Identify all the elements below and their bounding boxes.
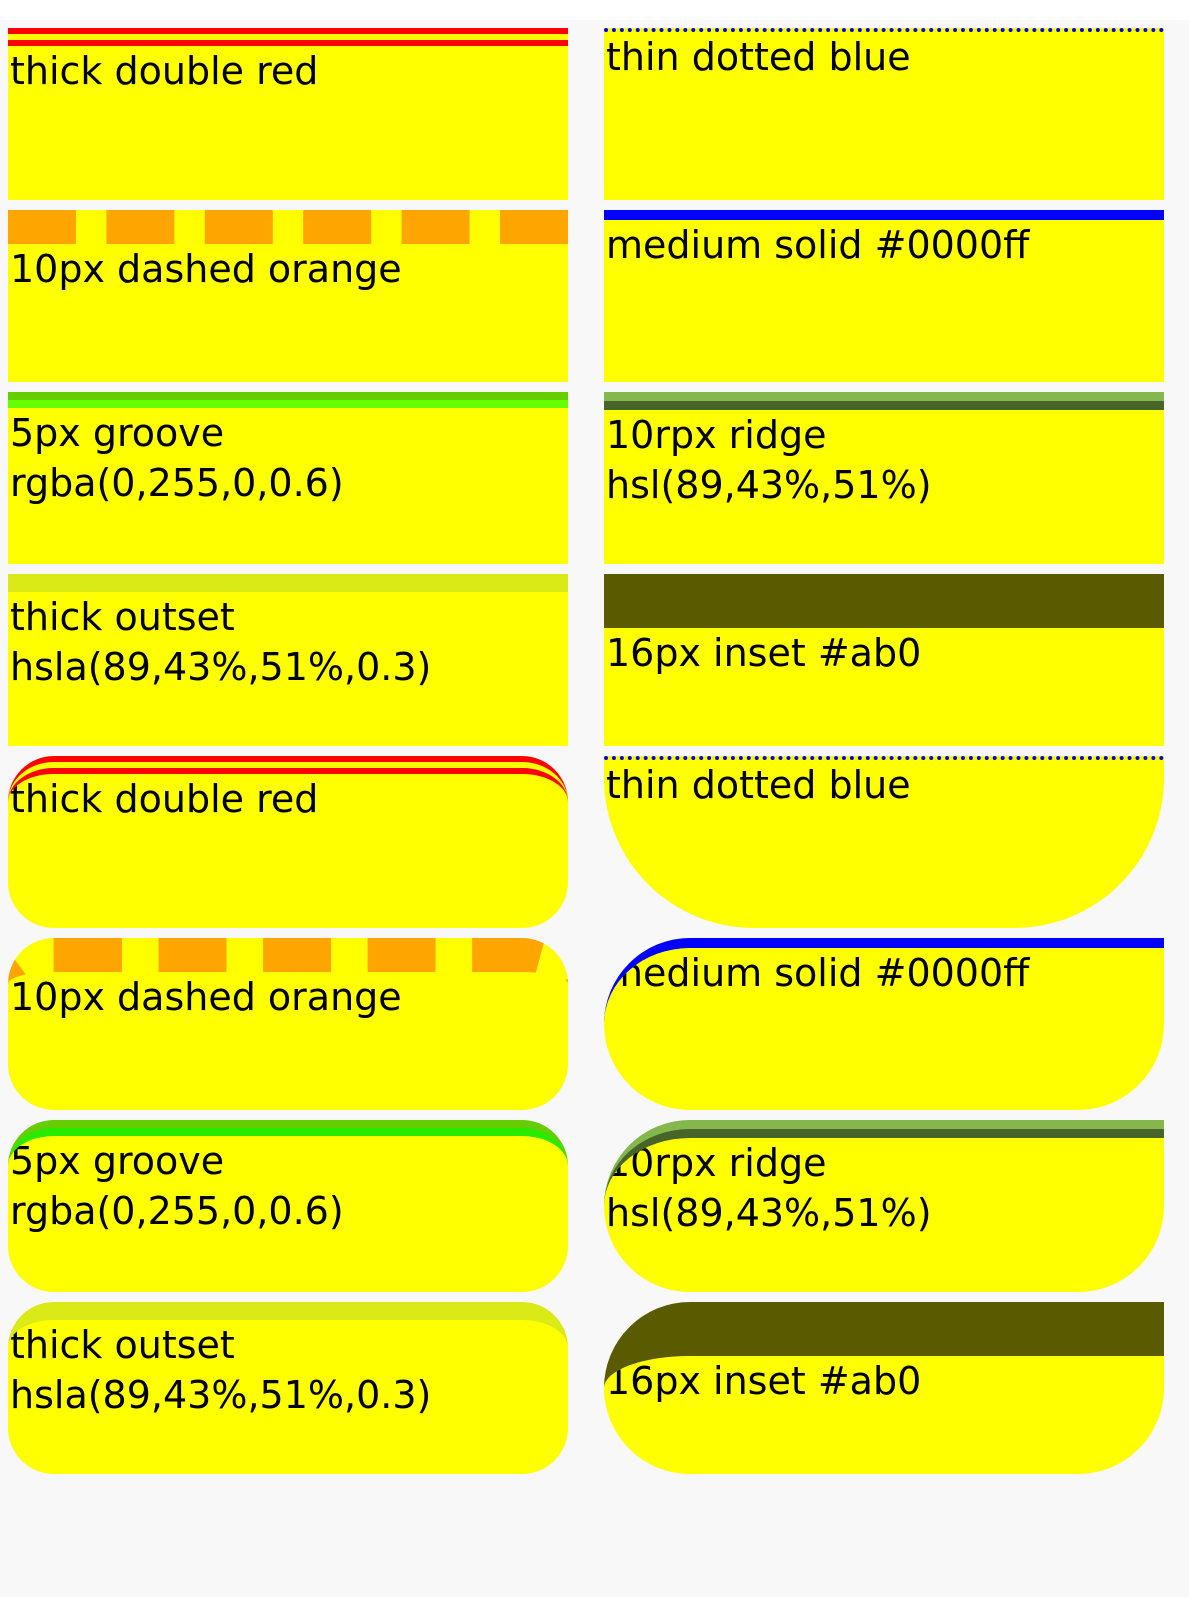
box-thin-dotted-blue: thin dotted blue [604,28,1164,200]
box-label: thin dotted blue [606,35,911,79]
rounded-box-medium-solid-blue: medium solid #0000ff [604,938,1164,1110]
top-bar [0,0,1189,20]
box-outset-hsla: thick outset hsla(89,43%,51%,0.3) [8,574,568,746]
rounded-box-thin-dotted-blue: thin dotted blue [604,756,1164,928]
box-label: 16px inset #ab0 [606,631,922,675]
box-label: 5px groove rgba(0,255,0,0.6) [10,1139,344,1233]
box-groove-green: 5px groove rgba(0,255,0,0.6) [8,392,568,564]
box-label: 16px inset #ab0 [606,1359,922,1403]
box-label: thick outset hsla(89,43%,51%,0.3) [10,595,432,689]
rounded-box-inset-ab0: 16px inset #ab0 [604,1302,1164,1474]
rounded-box-ridge-hsl: 10rpx ridge hsl(89,43%,51%) [604,1120,1164,1292]
box-label: medium solid #0000ff [606,951,1030,995]
box-thick-double-red: thick double red [8,28,568,200]
box-label: thin dotted blue [606,763,911,807]
rounded-box-thick-double-red: thick double red [8,756,568,928]
box-label: 10px dashed orange [10,247,402,291]
box-ridge-hsl: 10rpx ridge hsl(89,43%,51%) [604,392,1164,564]
box-label: medium solid #0000ff [606,223,1030,267]
box-label: 10rpx ridge hsl(89,43%,51%) [606,413,932,507]
box-dashed-orange: 10px dashed orange [8,210,568,382]
box-label: thick double red [10,777,319,821]
rounded-box-dashed-orange: 10px dashed orange [8,938,568,1110]
box-inset-ab0: 16px inset #ab0 [604,574,1164,746]
box-label: thick double red [10,49,319,93]
rounded-box-groove-green: 5px groove rgba(0,255,0,0.6) [8,1120,568,1292]
box-label: 10px dashed orange [10,975,402,1019]
border-demo-grid: thick double red thin dotted blue 10px d… [8,28,1168,1474]
box-label: 10rpx ridge hsl(89,43%,51%) [606,1141,932,1235]
rounded-box-outset-hsla: thick outset hsla(89,43%,51%,0.3) [8,1302,568,1474]
box-label: thick outset hsla(89,43%,51%,0.3) [10,1323,432,1417]
box-medium-solid-blue: medium solid #0000ff [604,210,1164,382]
box-label: 5px groove rgba(0,255,0,0.6) [10,411,344,505]
